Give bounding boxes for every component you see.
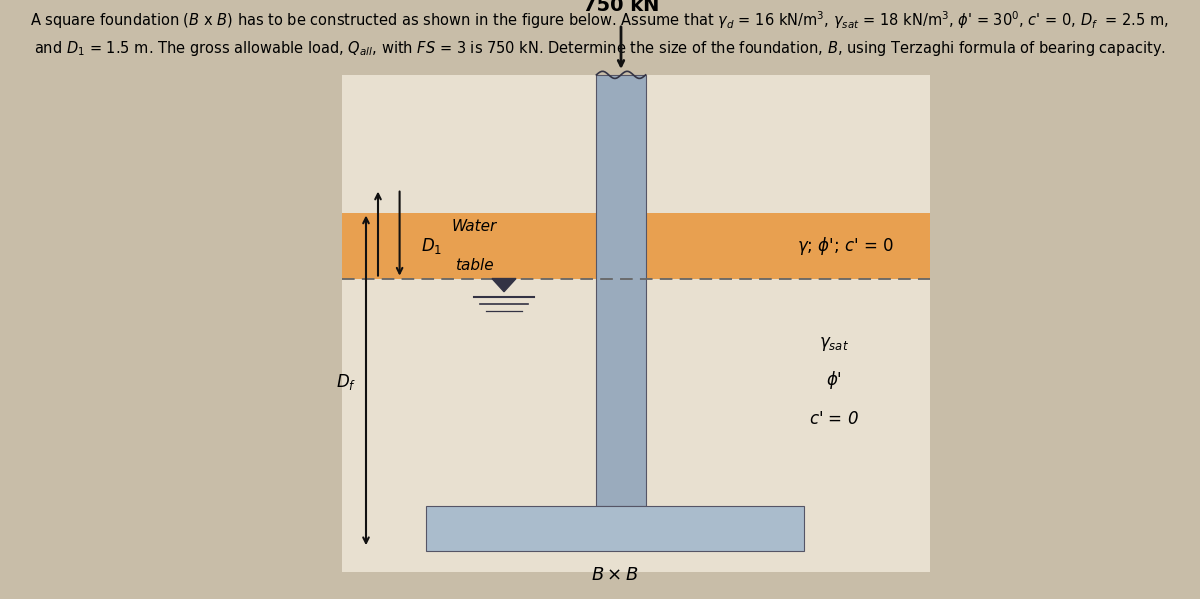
Text: $c$' = 0: $c$' = 0 (809, 410, 859, 428)
Polygon shape (492, 279, 516, 292)
Text: table: table (455, 258, 493, 273)
Text: $D_1$: $D_1$ (421, 235, 443, 256)
Text: $\gamma_{sat}$: $\gamma_{sat}$ (820, 335, 848, 353)
Text: $B \times B$: $B \times B$ (592, 566, 638, 584)
Text: 750 kN: 750 kN (583, 0, 659, 15)
Text: $\phi$': $\phi$' (826, 370, 842, 391)
Bar (342, 75, 930, 572)
Bar (342, 213, 930, 279)
Text: Water: Water (451, 219, 497, 234)
Text: $D_f$: $D_f$ (336, 372, 356, 392)
Bar (596, 75, 646, 506)
Text: A square foundation ($B$ x $B$) has to be constructed as shown in the figure bel: A square foundation ($B$ x $B$) has to b… (30, 9, 1170, 31)
Text: $\gamma$; $\phi$'; $c$' = 0: $\gamma$; $\phi$'; $c$' = 0 (797, 235, 894, 256)
Text: and $D_1$ = 1.5 m. The gross allowable load, $Q_{all}$, with $FS$ = 3 is 750 kN.: and $D_1$ = 1.5 m. The gross allowable l… (34, 39, 1166, 58)
Bar (426, 506, 804, 551)
